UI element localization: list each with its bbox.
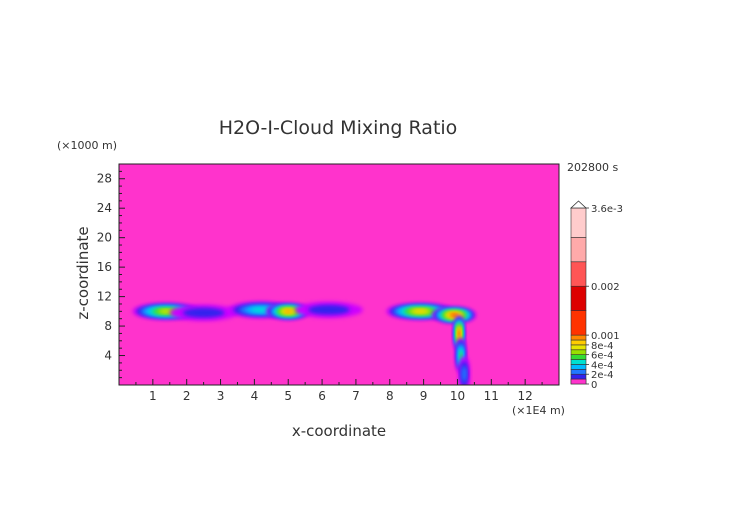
- cloud-contour: [458, 330, 460, 336]
- colorbar-label: 0.001: [591, 331, 620, 342]
- colorbar-label: 2e-4: [591, 370, 614, 381]
- cloud-field: [132, 301, 477, 385]
- cloud-contour: [459, 351, 463, 360]
- colorbar-label: 8e-4: [591, 341, 614, 352]
- x-tick-label: 1: [149, 389, 157, 403]
- colorbar-band: [570, 349, 587, 355]
- x-axis: 1 2 3 4 5 6 7 8 9 10 11 12: [135, 379, 543, 403]
- x-tick-label: 6: [318, 389, 326, 403]
- x-tick-label: 8: [386, 389, 394, 403]
- cloud-contour: [284, 310, 292, 313]
- colorbar-label: 0.002: [591, 282, 620, 293]
- colorbar-band: [570, 359, 587, 365]
- colorbar-band: [570, 207, 587, 238]
- cloud-contour: [182, 307, 225, 318]
- x-tick-label: 4: [251, 389, 259, 403]
- colorbar-band: [570, 261, 587, 287]
- colorbar-band: [570, 334, 587, 341]
- time-label: 202800 s: [567, 161, 618, 174]
- colorbar-band: [570, 373, 587, 380]
- chart-title: H2O-I-Cloud Mixing Ratio: [219, 117, 458, 139]
- y-tick-label: 16: [97, 260, 112, 274]
- y-tick-label: 28: [97, 172, 112, 186]
- x-tick-label: 2: [183, 389, 191, 403]
- colorbar-band: [570, 285, 587, 311]
- colorbar-band: [570, 310, 587, 336]
- cloud-contour: [251, 307, 271, 313]
- x-unit-label: (×1E4 m): [512, 404, 565, 417]
- colorbar-label: 3.6e-3: [591, 204, 623, 215]
- y-tick-label: 12: [97, 290, 112, 304]
- y-tick-label: 8: [104, 319, 112, 333]
- colorbar-band: [570, 369, 587, 375]
- x-tick-label: 5: [284, 389, 292, 403]
- y-tick-label: 24: [97, 201, 112, 215]
- colorbar-band: [570, 378, 587, 385]
- x-tick-label: 7: [352, 389, 360, 403]
- colorbar-band: [570, 339, 587, 346]
- y-tick-label: 20: [97, 231, 112, 245]
- colorbar-label: 0: [591, 380, 597, 391]
- colorbar-band: [570, 354, 587, 360]
- cloud-contour: [160, 309, 173, 313]
- colorbar-band: [570, 364, 587, 370]
- colorbar: 02e-44e-46e-48e-40.001 0.002 3.6e-3: [569, 200, 623, 391]
- y-tick-label: 4: [104, 349, 112, 363]
- colorbar-band: [570, 237, 587, 263]
- x-tick-label: 12: [518, 389, 533, 403]
- x-tick-label: 3: [217, 389, 225, 403]
- y-unit-label: (×1000 m): [57, 139, 117, 152]
- colorbar-overflow-arrow: [569, 200, 588, 209]
- plot-area: [119, 164, 559, 385]
- x-axis-label: x-coordinate: [292, 422, 386, 440]
- cloud-contour: [461, 365, 467, 382]
- cloud-contour: [451, 313, 458, 317]
- cloud-contour: [307, 304, 350, 315]
- y-axis: 4 8 12 16 20 24 28: [97, 170, 125, 379]
- y-axis-label: z-coordinate: [74, 226, 92, 319]
- x-tick-label: 9: [420, 389, 428, 403]
- colorbar-label: 4e-4: [591, 360, 614, 371]
- x-tick-label: 11: [484, 389, 499, 403]
- x-tick-label: 10: [450, 389, 465, 403]
- colorbar-band: [570, 344, 587, 351]
- colorbar-label: 6e-4: [591, 351, 614, 362]
- cloud-contour: [414, 310, 426, 313]
